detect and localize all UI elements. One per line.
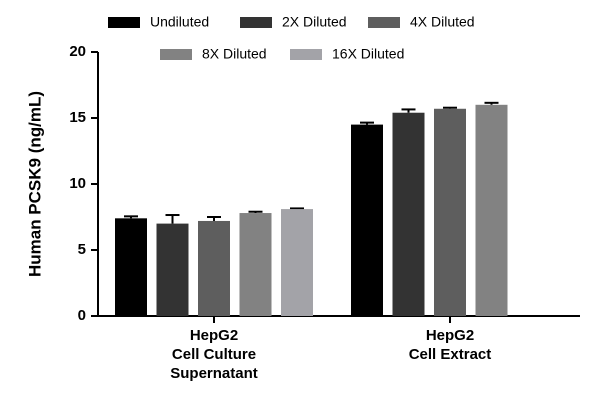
y-tick-label: 0 — [78, 307, 86, 324]
y-tick-label: 20 — [69, 43, 86, 60]
legend-swatch — [160, 49, 192, 60]
x-tick-label: HepG2 — [426, 327, 474, 344]
legend-swatch — [240, 17, 272, 28]
y-tick-label: 5 — [78, 241, 86, 258]
y-axis-label: Human PCSK9 (ng/mL) — [25, 91, 44, 277]
bar — [198, 220, 230, 316]
bar — [156, 223, 189, 316]
legend-label: 16X Diluted — [332, 46, 404, 62]
legend-label: Undiluted — [150, 14, 209, 30]
y-tick-label: 10 — [69, 175, 86, 192]
legend-label: 4X Diluted — [410, 14, 475, 30]
bar — [239, 213, 272, 316]
bar — [475, 104, 508, 316]
x-tick-label: Supernatant — [170, 365, 258, 382]
y-tick-label: 15 — [69, 109, 86, 126]
bar — [281, 209, 313, 316]
legend-swatch — [368, 17, 400, 28]
bar — [351, 124, 383, 316]
bar — [392, 112, 425, 316]
legend-label: 8X Diluted — [202, 46, 267, 62]
x-tick-label: HepG2 — [190, 327, 238, 344]
legend-swatch — [290, 49, 322, 60]
bar — [434, 108, 466, 316]
legend-label: 2X Diluted — [282, 14, 347, 30]
legend-swatch — [108, 17, 140, 28]
bar — [115, 218, 147, 316]
x-tick-label: Cell Extract — [409, 346, 492, 363]
x-tick-label: Cell Culture — [172, 346, 256, 363]
